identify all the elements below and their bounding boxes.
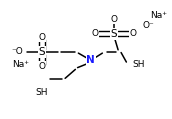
Text: SH: SH: [36, 88, 48, 97]
Text: O⁻: O⁻: [143, 21, 155, 30]
Text: SH: SH: [132, 60, 145, 69]
Text: S: S: [111, 29, 117, 39]
Text: O: O: [39, 62, 45, 71]
Text: O: O: [130, 29, 137, 38]
Text: N: N: [86, 55, 95, 65]
Text: Na⁺: Na⁺: [150, 11, 167, 20]
Text: O: O: [92, 29, 98, 38]
Text: Na⁺: Na⁺: [12, 60, 29, 69]
Text: O: O: [39, 33, 45, 42]
Text: S: S: [39, 47, 45, 57]
Text: O: O: [110, 15, 117, 24]
Text: ⁻O: ⁻O: [11, 47, 23, 56]
